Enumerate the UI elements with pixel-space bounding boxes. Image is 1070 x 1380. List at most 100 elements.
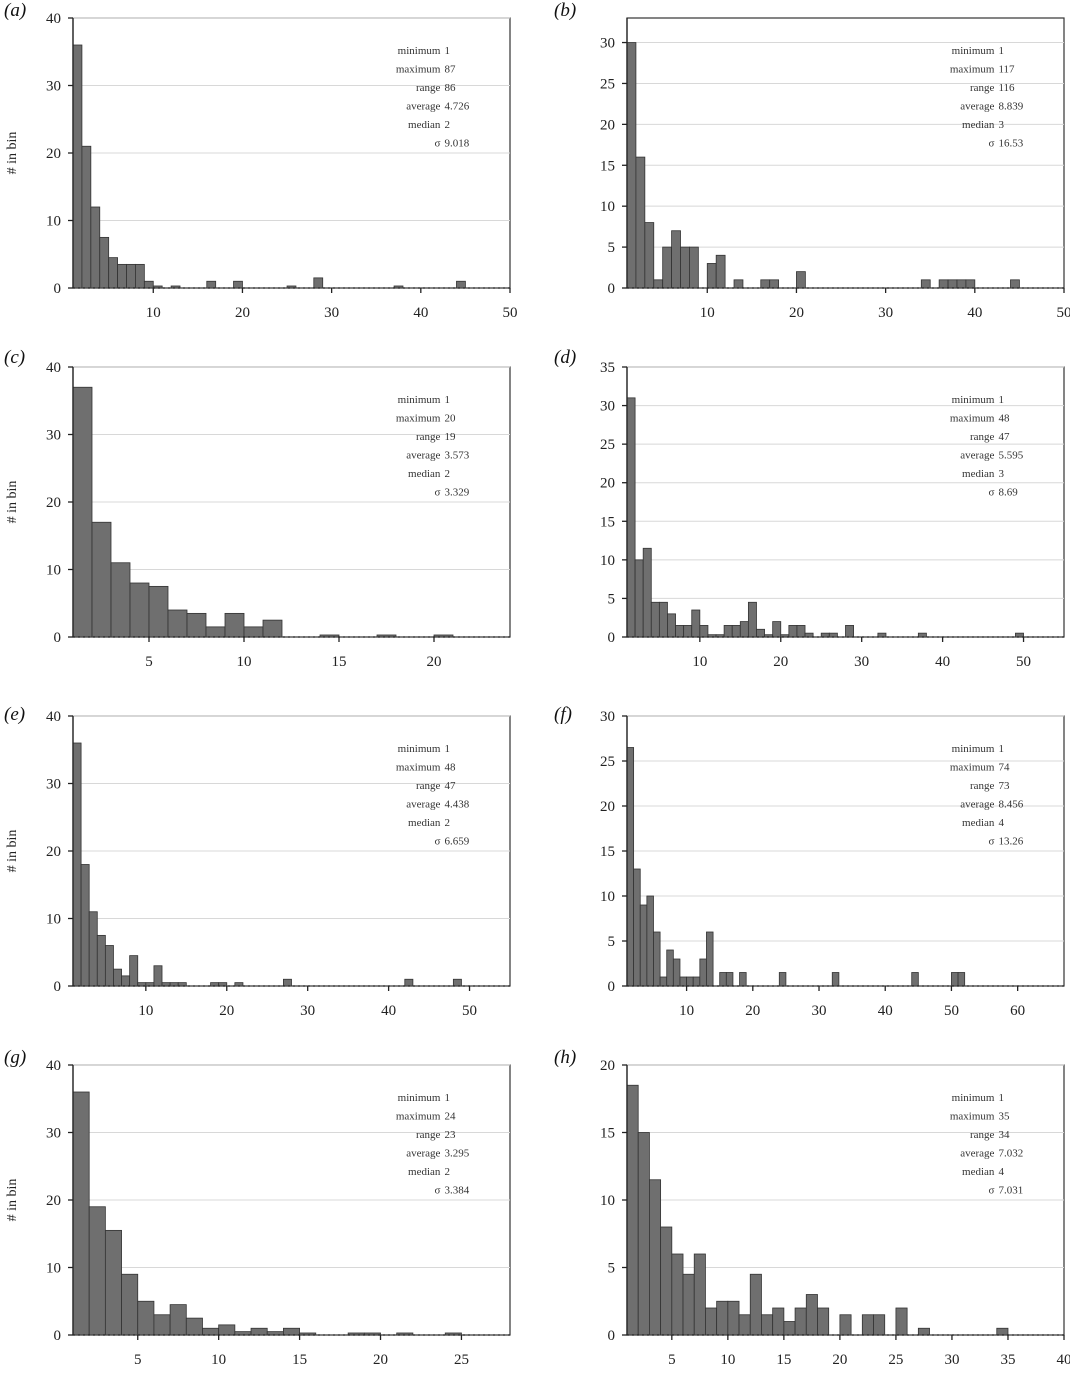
x-tick-label: 15 <box>292 1352 307 1368</box>
x-tick-label: 30 <box>944 1352 959 1368</box>
y-tick-label: 10 <box>600 1193 615 1209</box>
y-tick-label: 30 <box>600 399 615 415</box>
stat-label: minimum <box>398 45 441 57</box>
bar <box>707 634 717 638</box>
bar <box>739 972 747 987</box>
y-tick-label: 30 <box>46 428 61 444</box>
x-tick-label: 35 <box>1000 1352 1015 1368</box>
x-tick-label: 15 <box>332 654 347 670</box>
stat-label: minimum <box>398 394 441 406</box>
bar <box>683 625 693 638</box>
bar <box>671 1253 684 1336</box>
bar <box>72 1091 90 1336</box>
x-tick-label: 15 <box>776 1352 791 1368</box>
y-axis-label: # in bin <box>5 481 20 524</box>
y-tick-label: 25 <box>600 76 615 92</box>
bar <box>788 625 798 638</box>
bar <box>662 246 672 289</box>
stat-value: 8.839 <box>998 101 1023 113</box>
bar <box>72 742 82 987</box>
stat-value: 3 <box>998 119 1004 131</box>
x-tick-label: 10 <box>692 654 707 670</box>
stat-value: 3.295 <box>444 1148 469 1160</box>
bar <box>760 279 771 289</box>
panel-label: (c) <box>4 347 25 368</box>
bar <box>177 982 187 987</box>
bar <box>691 609 701 638</box>
stat-value: 7.032 <box>998 1148 1023 1160</box>
y-tick-label: 5 <box>608 934 616 950</box>
bar <box>135 263 145 289</box>
bar <box>186 612 207 638</box>
bar <box>938 279 949 289</box>
bar <box>920 279 931 289</box>
y-tick-label: 10 <box>600 889 615 905</box>
bar <box>733 279 744 289</box>
bar <box>719 972 727 987</box>
bar <box>299 1332 317 1336</box>
stat-value: 20 <box>444 413 456 425</box>
bar <box>839 1314 852 1336</box>
y-tick-label: 0 <box>608 281 616 297</box>
bar <box>218 1324 236 1336</box>
x-tick-label: 5 <box>145 654 153 670</box>
bar <box>283 978 292 987</box>
stat-label: average <box>406 450 440 462</box>
bar <box>153 965 163 987</box>
y-tick-label: 15 <box>600 844 615 860</box>
bar <box>91 521 112 638</box>
bar <box>233 280 243 289</box>
stat-value: 24 <box>444 1111 456 1123</box>
bar <box>739 621 749 638</box>
stat-label: range <box>416 780 441 792</box>
x-tick-label: 30 <box>300 1003 315 1019</box>
bar <box>286 285 297 289</box>
bar <box>202 1327 220 1336</box>
bar <box>126 263 136 289</box>
panel-f: 0 5 10 15 20 25 30 10 20 30 40 50 60 (f) minimum 1maxim… <box>554 704 1065 1019</box>
stat-label: range <box>970 780 995 792</box>
y-tick-label: 15 <box>600 1126 615 1142</box>
stat-value: 3.573 <box>444 450 469 462</box>
bar <box>761 1314 774 1336</box>
bar <box>660 1226 673 1336</box>
bar <box>1010 279 1020 289</box>
bar <box>243 626 264 638</box>
y-tick-label: 0 <box>54 979 62 995</box>
stat-label: median <box>408 119 441 131</box>
bar <box>749 1273 762 1336</box>
stat-label: σ <box>435 836 441 848</box>
bar <box>675 625 685 638</box>
bar <box>723 625 733 638</box>
stat-label: maximum <box>396 1111 441 1123</box>
x-tick-label: 30 <box>854 654 869 670</box>
bar <box>104 1229 122 1336</box>
y-tick-label: 40 <box>46 360 61 376</box>
stat-value: 4 <box>998 1166 1004 1178</box>
bar <box>951 972 959 987</box>
stat-label: minimum <box>952 743 995 755</box>
bar <box>169 1304 187 1336</box>
panel-d: 0 5 10 15 20 25 30 35 10 20 30 40 50 (d) minimum 1maxim… <box>554 347 1065 670</box>
stat-label: range <box>416 431 441 443</box>
bar <box>756 628 765 638</box>
x-tick-label: 60 <box>1010 1003 1025 1019</box>
x-tick-label: 10 <box>211 1352 226 1368</box>
bar <box>680 246 690 289</box>
bar <box>692 976 701 987</box>
bar <box>706 931 714 987</box>
bar <box>693 1253 706 1336</box>
bar <box>947 279 958 289</box>
bar <box>88 911 98 987</box>
bar <box>635 156 646 289</box>
stat-value: 23 <box>444 1129 456 1141</box>
bar <box>218 982 228 987</box>
stat-label: maximum <box>950 64 995 76</box>
bar <box>682 1273 695 1336</box>
stat-value: 2 <box>444 1166 450 1178</box>
panel-label: (g) <box>4 1047 26 1068</box>
panel-label: (b) <box>554 0 576 21</box>
stat-label: σ <box>989 138 995 150</box>
bar <box>283 1327 300 1336</box>
